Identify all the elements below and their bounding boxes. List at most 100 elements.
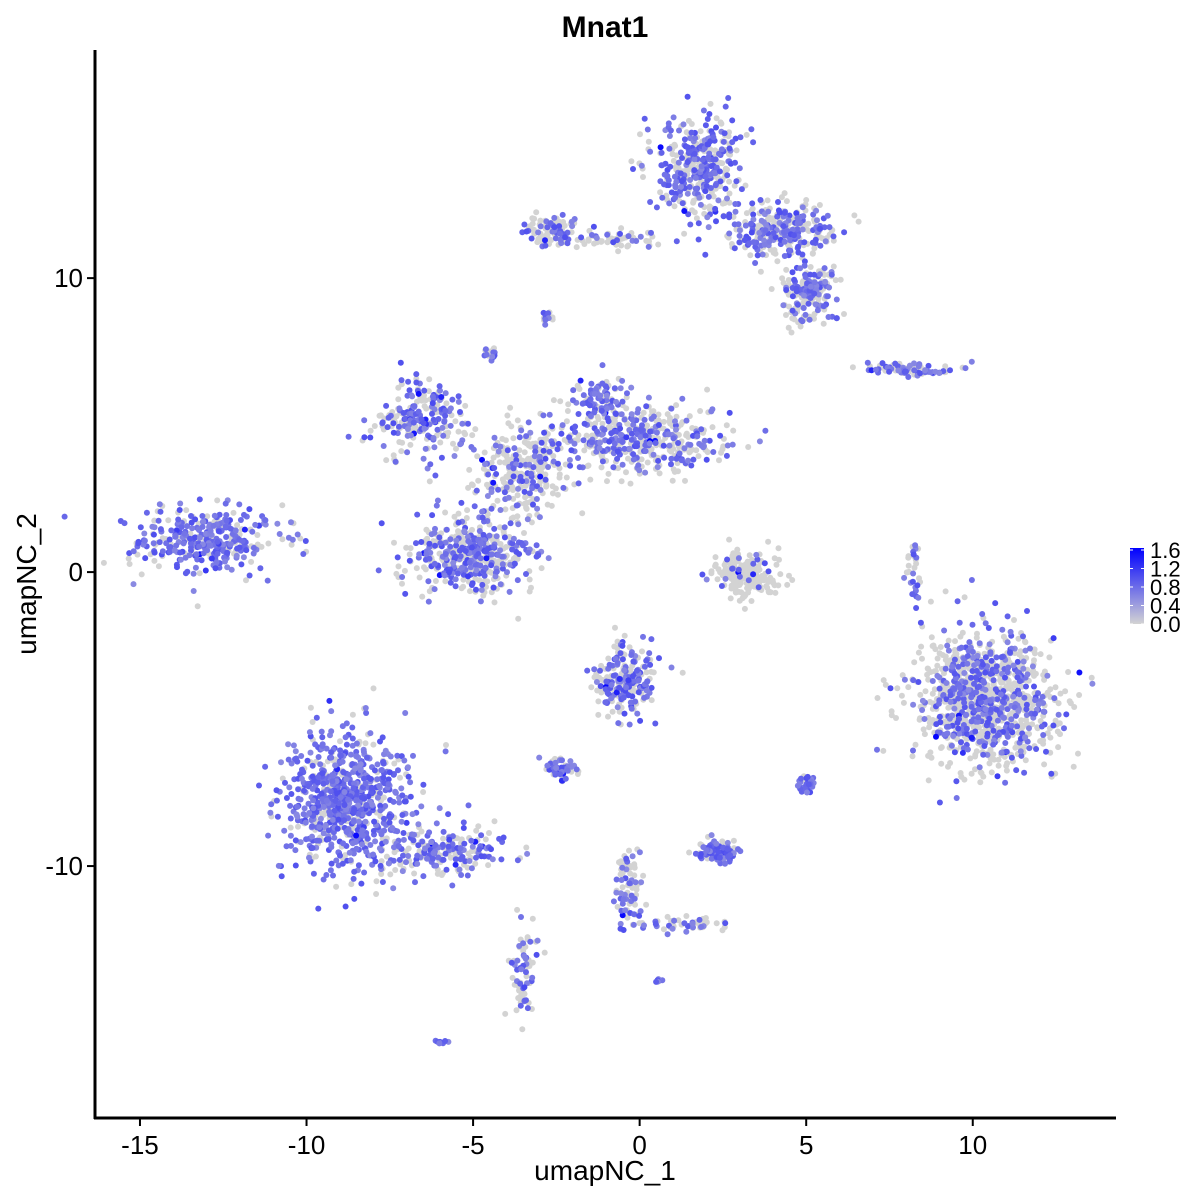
cell-point [962,717,969,724]
cell-point [376,782,383,789]
cell-point [353,740,360,747]
cell-point [423,405,430,412]
cell-point [617,431,624,438]
cell-point [725,95,732,101]
cell-point [315,905,322,912]
cell-point [455,393,462,400]
cell-point [524,1005,531,1012]
cell-point [493,568,500,575]
cell-point [731,182,738,189]
cell-point [894,685,901,692]
cell-point [322,822,329,829]
cell-point [409,811,416,818]
cell-point [573,244,580,251]
cell-point [812,301,819,308]
cell-point [460,819,467,826]
cell-point [348,881,355,888]
cell-point [961,594,968,601]
cell-point [407,793,414,800]
cell-point [657,178,664,185]
cell-point [526,223,533,230]
cell-point [367,776,374,782]
cell-point [704,449,711,456]
cell-point [616,708,623,715]
cell-point [665,120,672,127]
cell-point [500,450,507,457]
cell-point [957,633,964,640]
cell-point [181,530,188,537]
cell-point [542,471,549,478]
cell-point [320,804,327,810]
cell-point [833,296,840,303]
cell-point [156,501,163,508]
cell-point [617,858,624,865]
cell-point [825,314,832,320]
cell-point [402,798,409,805]
cell-point [314,799,321,806]
cell-point [691,167,698,174]
cell-point [587,476,594,483]
cell-point [514,577,521,584]
cell-point [1037,651,1044,658]
cell-point [942,363,949,370]
cell-point [696,194,703,201]
cell-point [537,473,544,480]
cell-point [420,781,427,788]
cell-point [627,870,634,877]
cell-point [497,541,504,547]
cell-point [695,220,702,227]
cell-point [283,795,290,801]
cell-point [529,974,536,981]
cell-point [522,955,529,962]
cell-point [297,796,304,803]
cell-point [374,794,381,801]
cell-point [532,444,539,451]
cell-point [383,402,390,409]
cell-point [175,516,182,523]
cell-point [286,784,293,791]
cell-point [349,761,356,768]
cell-point [246,506,253,513]
cell-point [748,229,755,236]
cell-point [520,542,526,549]
cell-point [592,420,599,427]
cell-point [549,490,556,497]
cell-point [598,464,605,471]
cell-point [986,760,993,767]
cell-point [367,434,374,441]
cell-point [765,208,772,215]
cell-point [750,239,757,246]
cell-point [720,213,727,220]
cell-point [1070,763,1077,770]
cell-point [472,426,479,433]
cell-point [350,818,357,825]
cell-point [1012,682,1019,689]
cell-point [210,522,217,529]
cell-point [440,856,447,863]
cell-point [822,238,829,245]
cell-point [621,416,628,423]
cell-point [379,879,386,885]
cell-point [683,129,690,136]
cell-point [414,511,421,518]
cell-point [309,719,316,725]
cell-point [528,470,535,477]
cell-point [328,844,335,851]
cell-point [486,532,493,539]
cell-point [353,797,360,804]
cell-point [390,452,397,459]
cell-point [588,439,595,446]
cell-point [416,848,423,855]
cell-point [313,714,320,721]
cell-point [549,423,555,430]
cell-point [465,484,472,491]
cell-point [517,1002,524,1009]
cell-point [780,279,787,286]
cell-point [648,668,655,675]
cell-point [447,579,454,586]
cell-point [742,592,749,599]
cell-point [223,517,230,524]
cell-point [542,476,549,483]
cell-point [919,655,925,662]
cell-point [1003,767,1010,774]
